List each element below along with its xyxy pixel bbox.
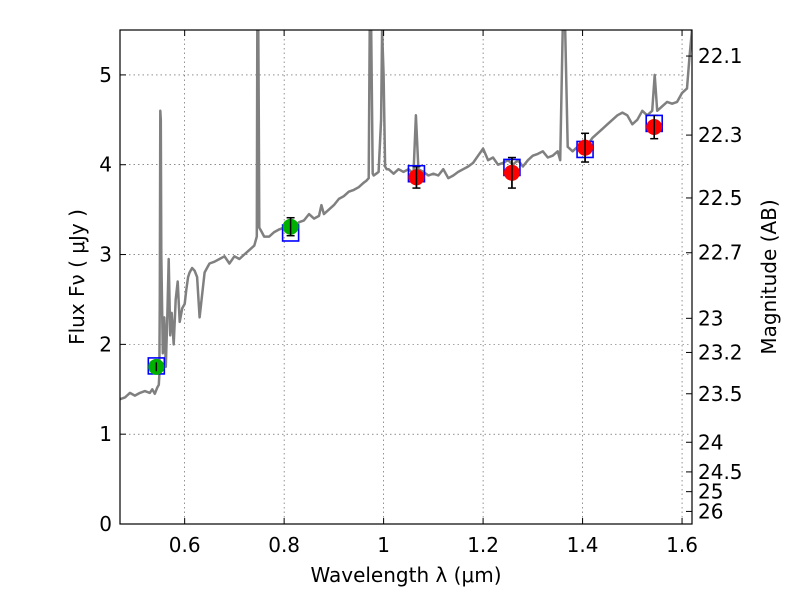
y2-tick-label: 23 xyxy=(698,306,723,330)
grid-lines xyxy=(120,30,692,525)
y2-tick-label: 23.5 xyxy=(698,382,743,406)
y2-tick-label: 22.3 xyxy=(698,123,743,147)
y2-tick-label: 24 xyxy=(698,430,723,454)
y-tick-label: 4 xyxy=(99,153,112,177)
plot-frame xyxy=(119,29,693,525)
y2-tick-label: 26 xyxy=(698,499,723,523)
y-tick-label: 5 xyxy=(99,63,112,87)
axis-ticks: 0.6 0.8 1 1.2 1.4 1.601234522.122.322.522.723… xyxy=(99,30,743,557)
y2-tick-label: 23.2 xyxy=(698,340,743,364)
x-axis-title: Wavelength λ (μm) xyxy=(310,563,501,587)
y2-axis-title: Magnitude (AB) xyxy=(757,199,781,354)
y-axis-title: Flux Fν ( μJy ) xyxy=(65,209,89,345)
y2-tick-label: 25 xyxy=(698,480,723,504)
x-tick-label: 1.6 xyxy=(666,533,698,557)
y2-tick-label: 22.1 xyxy=(698,44,743,68)
y2-tick-label: 24.5 xyxy=(698,460,743,484)
model-spectrum xyxy=(120,30,692,401)
y-tick-label: 2 xyxy=(99,332,112,356)
y2-tick-label: 22.7 xyxy=(698,241,743,265)
y2-tick-label: 22.5 xyxy=(698,186,743,210)
x-tick-label: 1.4 xyxy=(567,533,599,557)
x-tick-label: 0.8 xyxy=(268,533,300,557)
x-tick-label: 1 xyxy=(377,533,390,557)
y-tick-label: 3 xyxy=(99,243,112,267)
y-tick-label: 0 xyxy=(99,512,112,536)
photometry-points xyxy=(147,114,663,375)
x-tick-label: 0.6 xyxy=(169,533,201,557)
spectrum-line xyxy=(120,30,692,401)
x-tick-label: 1.2 xyxy=(467,533,499,557)
y-tick-label: 1 xyxy=(99,422,112,446)
